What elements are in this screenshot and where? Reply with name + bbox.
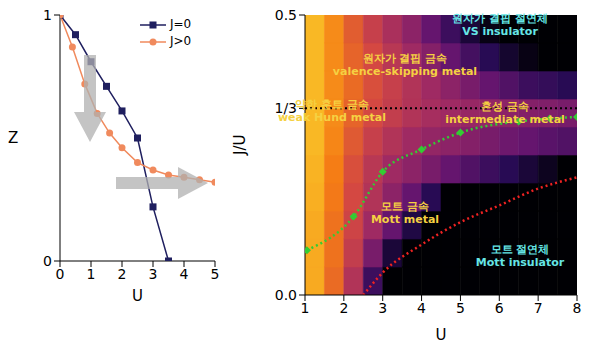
svg-text:Z: Z xyxy=(8,129,18,147)
svg-text:5: 5 xyxy=(211,266,220,282)
svg-text:1/3: 1/3 xyxy=(274,100,297,116)
html-text:intermediate metal: intermediate metal xyxy=(445,113,565,126)
html-text:모트 절연체: 모트 절연체 xyxy=(490,243,550,256)
svg-text:1: 1 xyxy=(43,7,52,23)
svg-text:6: 6 xyxy=(495,300,504,316)
svg-text:U: U xyxy=(132,287,143,305)
svg-text:3: 3 xyxy=(378,300,387,316)
svg-text:0: 0 xyxy=(43,253,52,269)
svg-text:1: 1 xyxy=(301,300,310,316)
html-text:Mott insulator: Mott insulator xyxy=(475,256,565,269)
svg-text:0.5: 0.5 xyxy=(275,7,297,23)
html-text:원자가 결핍 금속: 원자가 결핍 금속 xyxy=(362,52,448,65)
svg-text:5: 5 xyxy=(456,300,465,316)
svg-text:4: 4 xyxy=(417,300,426,316)
svg-text:J/U: J/U xyxy=(231,135,249,156)
svg-text:4: 4 xyxy=(180,266,189,282)
svg-text:3: 3 xyxy=(149,266,158,282)
svg-text:0.0: 0.0 xyxy=(275,287,297,303)
html-text:weak Hund metal: weak Hund metal xyxy=(277,111,387,124)
html-text:혼성 금속: 혼성 금속 xyxy=(481,100,529,113)
html-text:모트 금속: 모트 금속 xyxy=(381,200,429,213)
svg-text:8: 8 xyxy=(573,300,582,316)
html-text:약한 훈트 금속: 약한 훈트 금속 xyxy=(295,98,369,111)
svg-text:7: 7 xyxy=(534,300,543,316)
svg-text:1: 1 xyxy=(87,266,96,282)
html-text:VS insulator: VS insulator xyxy=(462,25,538,38)
html-text:valence-skipping metal: valence-skipping metal xyxy=(332,65,478,78)
svg-text:2: 2 xyxy=(118,266,127,282)
svg-text:2: 2 xyxy=(339,300,348,316)
svg-text:U: U xyxy=(436,326,447,344)
html-text:J=0: J=0 xyxy=(170,17,192,31)
svg-text:0: 0 xyxy=(56,266,65,282)
html-text:J>0: J>0 xyxy=(170,34,192,48)
html-text:원자가 결핍 절연체: 원자가 결핍 절연체 xyxy=(452,12,548,25)
html-text:Mott metal: Mott metal xyxy=(370,213,440,226)
